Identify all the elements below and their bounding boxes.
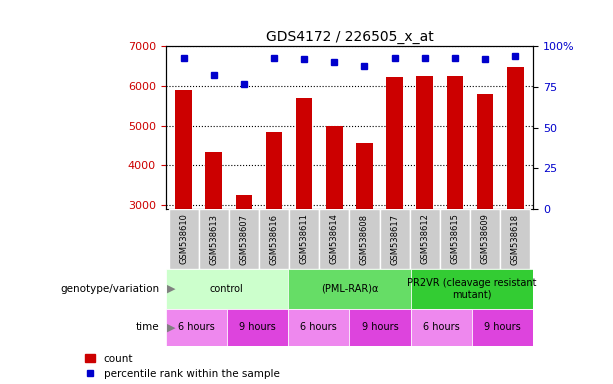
Bar (319, 209, 349, 269)
Bar (472, 309, 533, 346)
Bar (349, 209, 379, 269)
Bar (205, 152, 222, 209)
Bar (440, 209, 470, 269)
Text: GSM538609: GSM538609 (481, 214, 490, 265)
Text: PR2VR (cleavage resistant
mutant): PR2VR (cleavage resistant mutant) (407, 278, 537, 300)
Bar (500, 209, 530, 269)
Bar (166, 309, 227, 346)
Bar (199, 209, 229, 269)
Text: time: time (135, 322, 159, 333)
Text: 6 hours: 6 hours (178, 322, 215, 333)
Bar (386, 77, 403, 209)
Bar (379, 209, 409, 269)
Text: 6 hours: 6 hours (300, 322, 337, 333)
Text: GSM538618: GSM538618 (511, 214, 520, 265)
Bar (289, 209, 319, 269)
Text: 9 hours: 9 hours (239, 322, 276, 333)
Text: GSM538611: GSM538611 (300, 214, 309, 265)
Bar (227, 309, 288, 346)
Bar (411, 309, 472, 346)
Bar (447, 76, 463, 209)
Bar (288, 269, 411, 309)
Text: GSM538613: GSM538613 (209, 214, 218, 265)
Legend: count, percentile rank within the sample: count, percentile rank within the sample (85, 354, 280, 379)
Text: GSM538608: GSM538608 (360, 214, 369, 265)
Bar (356, 143, 373, 209)
Bar (175, 90, 192, 209)
Text: 9 hours: 9 hours (484, 322, 521, 333)
Text: GSM538610: GSM538610 (179, 214, 188, 265)
Bar (266, 132, 283, 209)
Text: GSM538607: GSM538607 (240, 214, 248, 265)
Bar (349, 309, 411, 346)
Bar (235, 195, 252, 209)
Text: genotype/variation: genotype/variation (60, 284, 159, 294)
Bar (229, 209, 259, 269)
Text: GSM538615: GSM538615 (451, 214, 459, 265)
Bar (169, 209, 199, 269)
Bar (409, 209, 440, 269)
Text: ▶: ▶ (167, 284, 175, 294)
Text: GSM538616: GSM538616 (270, 214, 278, 265)
Bar (416, 76, 433, 209)
Text: ▶: ▶ (167, 322, 175, 333)
Text: GSM538617: GSM538617 (390, 214, 399, 265)
Bar (288, 309, 349, 346)
Text: GSM538612: GSM538612 (421, 214, 429, 265)
Bar (470, 209, 500, 269)
Bar (507, 67, 524, 209)
Bar (477, 94, 493, 209)
Text: GSM538614: GSM538614 (330, 214, 339, 265)
Bar (411, 269, 533, 309)
Text: (PML-RAR)α: (PML-RAR)α (321, 284, 378, 294)
Bar (166, 269, 288, 309)
Text: 9 hours: 9 hours (362, 322, 398, 333)
Text: control: control (210, 284, 244, 294)
Bar (326, 126, 343, 209)
Bar (296, 98, 313, 209)
Text: 6 hours: 6 hours (423, 322, 460, 333)
Bar (259, 209, 289, 269)
Title: GDS4172 / 226505_x_at: GDS4172 / 226505_x_at (265, 30, 433, 44)
